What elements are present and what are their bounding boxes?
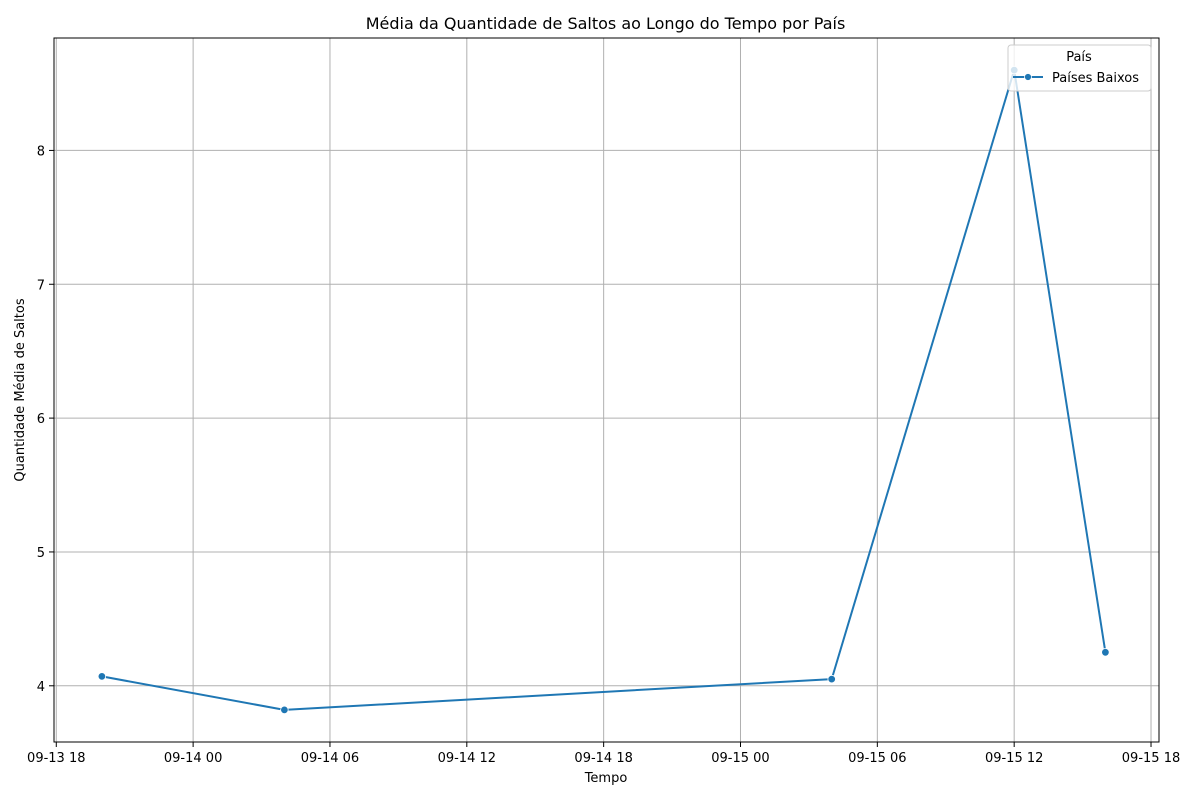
- y-tick-label: 4: [37, 680, 45, 695]
- data-point: [827, 674, 836, 684]
- y-tick-label: 6: [37, 412, 45, 427]
- y-tick-label: 7: [37, 278, 45, 293]
- x-tick-label: 09-15 18: [1122, 751, 1180, 766]
- data-point: [97, 672, 107, 681]
- legend-box: [1007, 44, 1152, 92]
- legend: País Países Baixos: [1007, 44, 1152, 92]
- x-tick-label: 09-15 06: [848, 751, 906, 766]
- x-tick-label: 09-14 00: [164, 751, 222, 766]
- y-tick-label: 5: [37, 546, 45, 561]
- x-axis: 09-13 18 09-14 00 09-14 06 09-14 12 09-14 18…: [27, 742, 1180, 766]
- x-tick-label: 09-13 18: [27, 751, 85, 766]
- data-point: [1101, 648, 1110, 657]
- x-axis-label: Tempo: [584, 771, 628, 786]
- legend-series-label: Países Baixos: [1052, 71, 1139, 86]
- x-tick-label: 09-14 18: [574, 751, 632, 766]
- x-tick-label: 09-14 12: [438, 751, 496, 766]
- grid-lines: [54, 38, 1159, 742]
- data-point: [280, 705, 289, 715]
- legend-point-marker: [1024, 73, 1032, 81]
- y-tick-label: 8: [37, 144, 45, 159]
- x-tick-label: 09-15 12: [985, 751, 1043, 766]
- x-tick-label: 09-14 06: [301, 751, 359, 766]
- chart-title: Média da Quantidade de Saltos ao Longo d…: [366, 14, 846, 33]
- legend-title: País: [1066, 50, 1092, 65]
- y-axis-label: Quantidade Média de Saltos: [13, 298, 28, 481]
- x-tick-label: 09-15 00: [711, 751, 769, 766]
- y-axis: 4 5 6 7 8: [37, 144, 54, 695]
- plot-frame: [53, 37, 1160, 743]
